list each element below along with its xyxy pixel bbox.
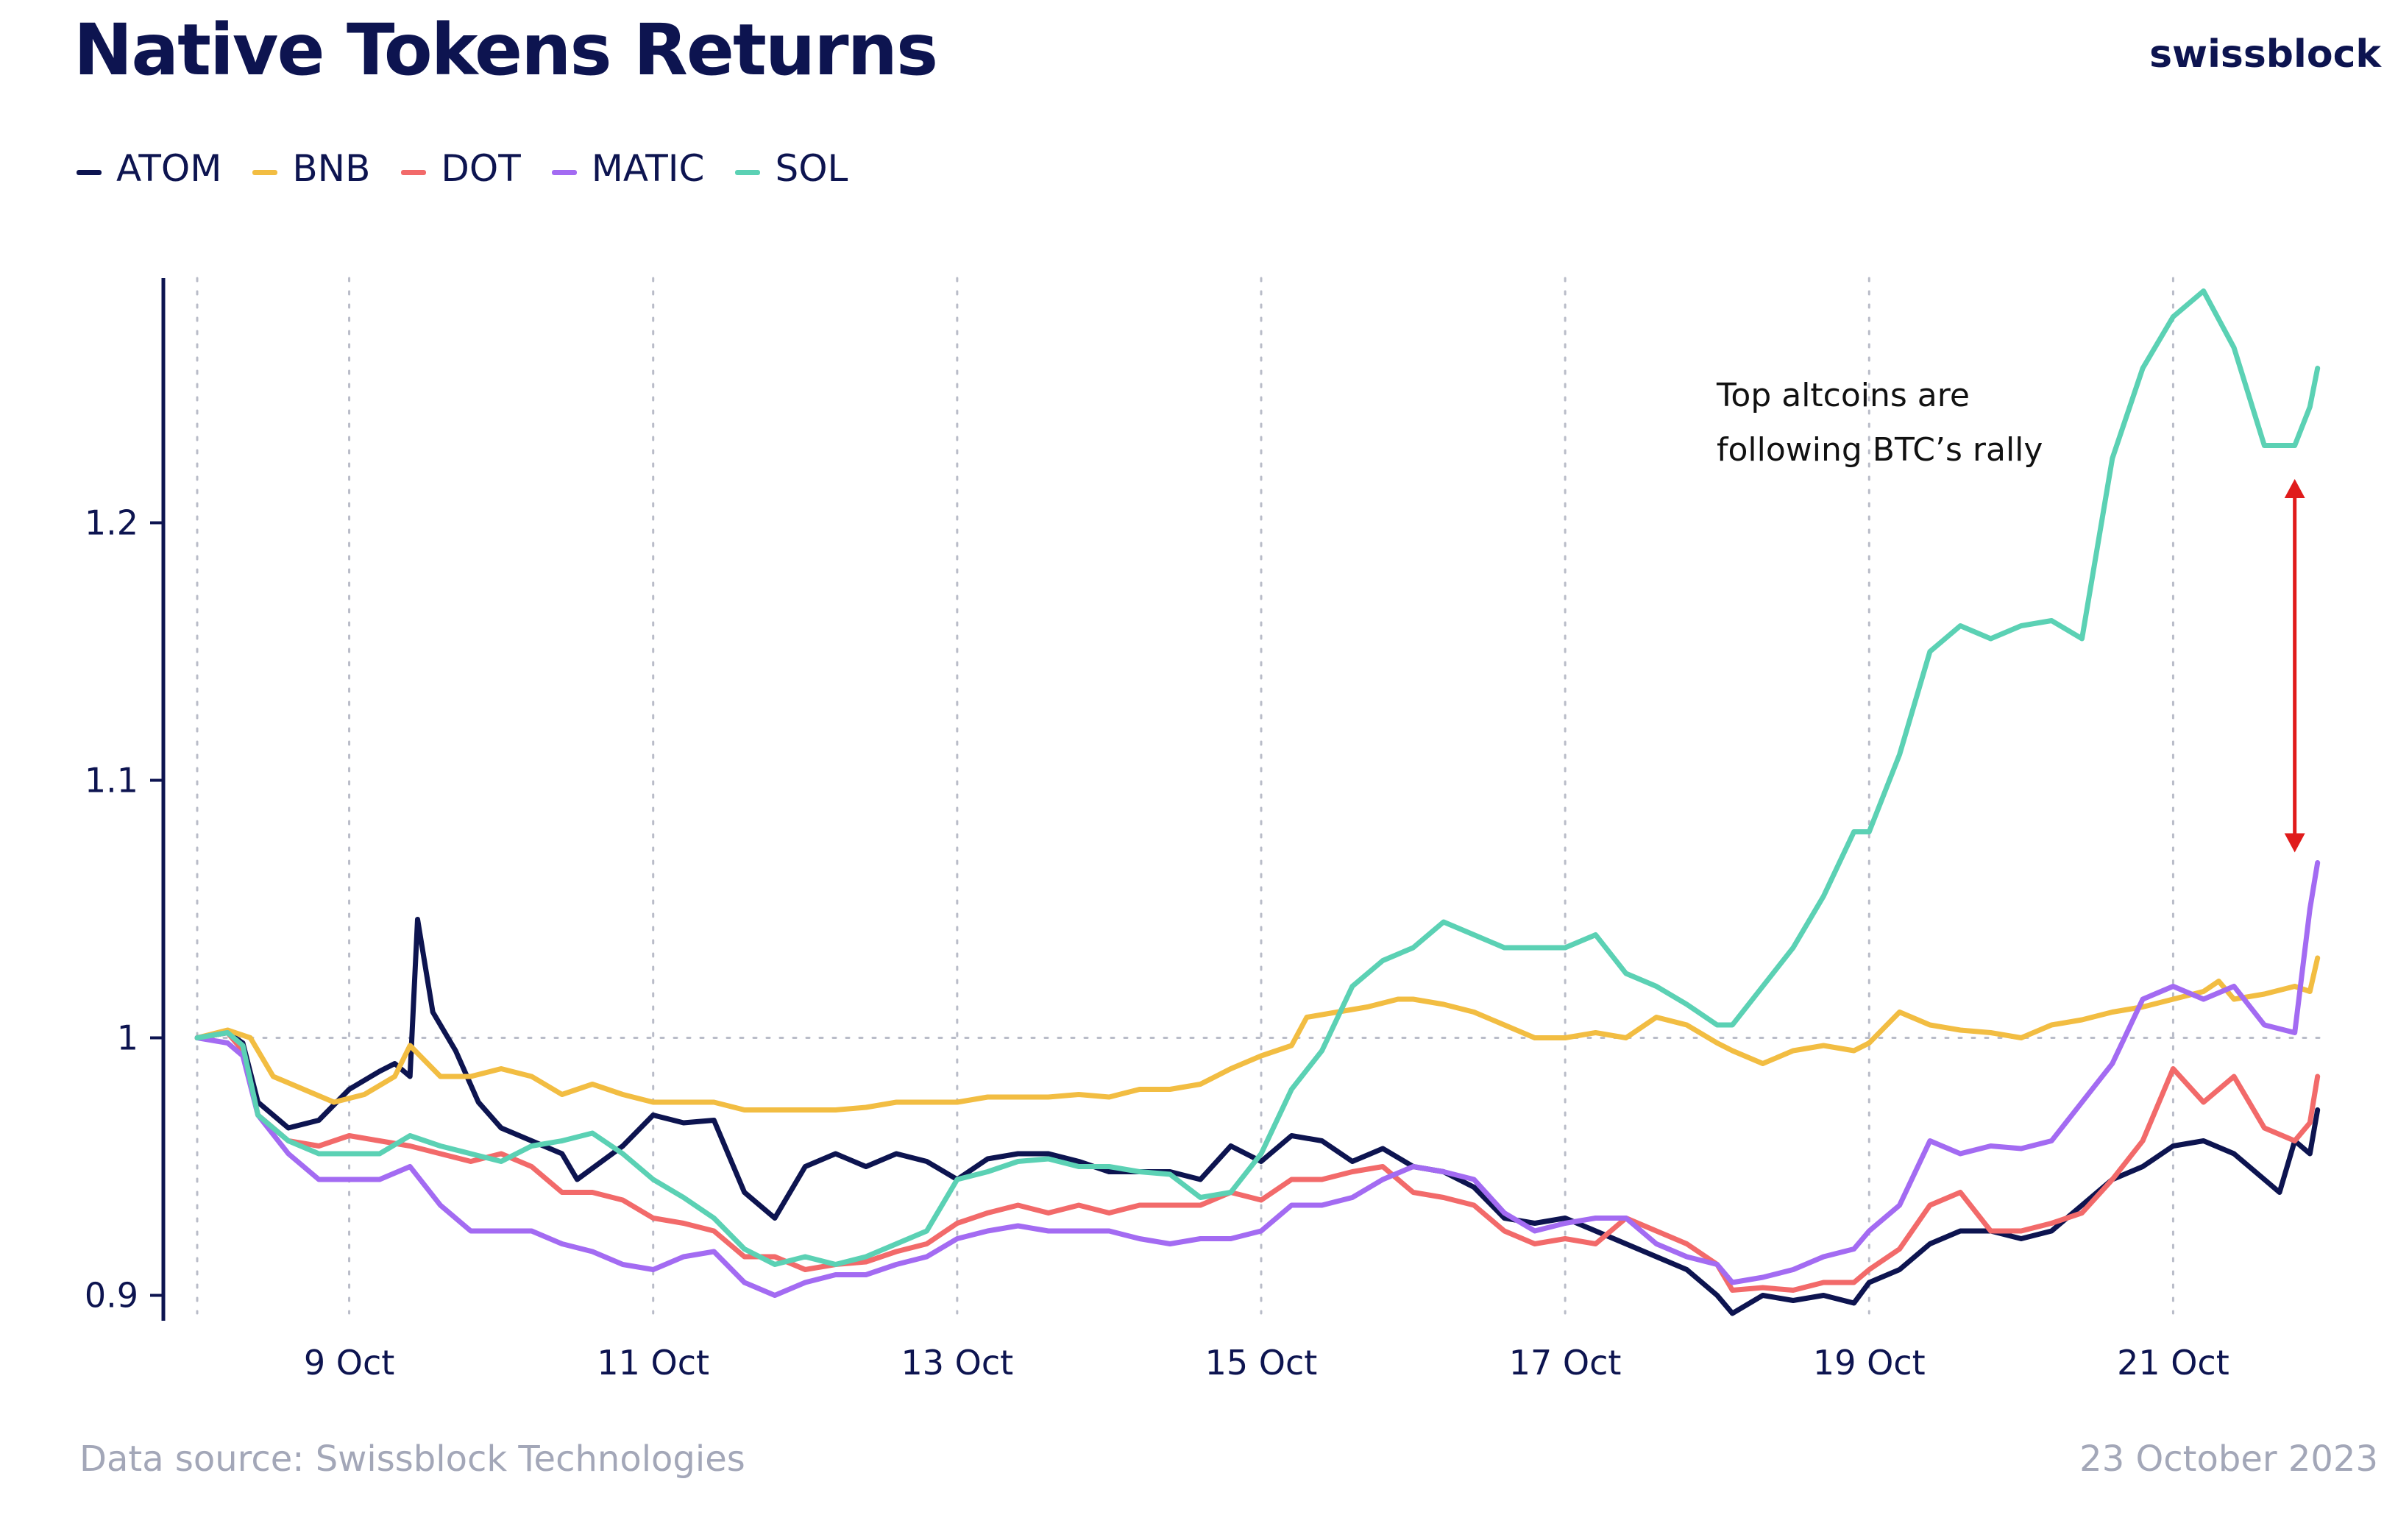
x-tick-label: 17 Oct xyxy=(1509,1343,1622,1383)
legend-label: ATOM xyxy=(116,147,222,190)
x-tick-label: 21 Oct xyxy=(2117,1343,2229,1383)
data-source-note: Data source: Swissblock Technologies xyxy=(79,1438,745,1480)
legend-item-atom: ATOM xyxy=(77,147,221,190)
legend-swatch xyxy=(735,169,761,175)
y-tick-label: 1.2 xyxy=(85,503,138,543)
series-line-sol xyxy=(194,288,2321,1267)
x-tick-label: 19 Oct xyxy=(1813,1343,1926,1383)
brand-logo: swissblock xyxy=(2149,32,2381,77)
series-line-atom xyxy=(194,917,2321,1316)
legend-swatch xyxy=(252,169,278,175)
x-tick-label: 15 Oct xyxy=(1205,1343,1318,1383)
legend-item-dot: DOT xyxy=(401,147,521,190)
annotation-text-line: Top altcoins are xyxy=(1716,377,1970,414)
x-tick-label: 9 Oct xyxy=(304,1343,394,1383)
x-tick-label: 13 Oct xyxy=(901,1343,1014,1383)
legend-swatch xyxy=(551,169,577,175)
legend-label: DOT xyxy=(441,147,521,190)
x-tick-label: 11 Oct xyxy=(597,1343,709,1383)
y-tick-label: 0.9 xyxy=(85,1276,138,1316)
legend-label: SOL xyxy=(775,147,848,190)
legend-label: BNB xyxy=(292,147,371,190)
legend-swatch xyxy=(77,169,102,175)
chart-legend: ATOM BNB DOT MATIC SOL xyxy=(77,147,848,190)
legend-item-matic: MATIC xyxy=(551,147,705,190)
series-line-matic xyxy=(194,860,2321,1298)
legend-item-sol: SOL xyxy=(735,147,848,190)
annotation-arrow-head-down xyxy=(2284,833,2305,853)
annotation-arrow-head-up xyxy=(2284,479,2305,498)
legend-label: MATIC xyxy=(591,147,705,190)
series-line-dot xyxy=(194,1030,2321,1293)
legend-swatch xyxy=(401,169,427,175)
annotation-text-line: following BTC’s rally xyxy=(1717,431,2043,469)
y-tick-label: 1.1 xyxy=(85,761,138,801)
page-title: Native Tokens Returns xyxy=(74,9,938,91)
publication-date: 23 October 2023 xyxy=(2079,1438,2378,1480)
y-tick-label: 1 xyxy=(117,1018,138,1058)
legend-item-bnb: BNB xyxy=(252,147,370,190)
series-line-bnb xyxy=(194,955,2321,1113)
